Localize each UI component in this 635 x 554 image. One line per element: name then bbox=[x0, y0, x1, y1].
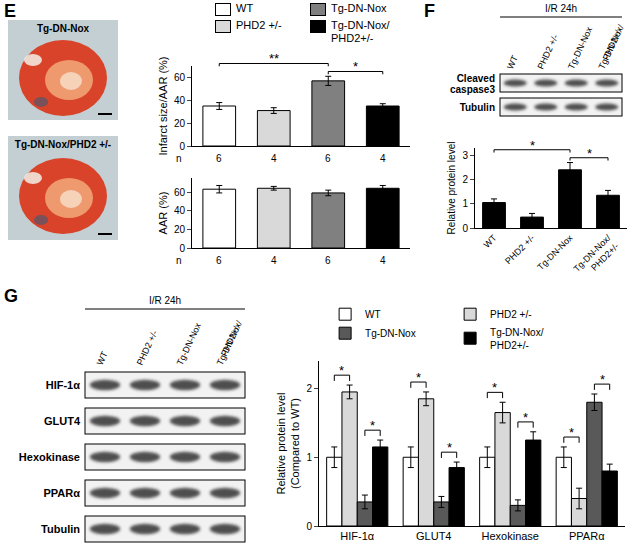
svg-text:20: 20 bbox=[174, 224, 186, 235]
svg-text:Tg-DN-Nox/PHD2+/-: Tg-DN-Nox/PHD2+/- bbox=[572, 232, 622, 282]
svg-text:WT: WT bbox=[95, 349, 110, 366]
svg-text:GLUT4: GLUT4 bbox=[44, 415, 81, 427]
svg-text:Infarct size/AAR (%): Infarct size/AAR (%) bbox=[157, 56, 169, 155]
svg-text:*: * bbox=[370, 418, 375, 433]
svg-text:20: 20 bbox=[174, 118, 186, 129]
html-text:WT: WT bbox=[236, 2, 254, 14]
svg-text:*: * bbox=[416, 370, 421, 385]
svg-text:WT: WT bbox=[505, 53, 520, 70]
svg-text:Tg-DN-Nox: Tg-DN-Nox bbox=[37, 23, 90, 34]
svg-text:60: 60 bbox=[174, 187, 186, 198]
svg-text:n: n bbox=[176, 153, 182, 164]
svg-text:0: 0 bbox=[179, 141, 185, 152]
svg-text:PPARα: PPARα bbox=[43, 487, 80, 499]
svg-text:0: 0 bbox=[306, 521, 312, 532]
svg-text:*: * bbox=[587, 146, 592, 161]
svg-text:I/R 24h: I/R 24h bbox=[545, 3, 577, 14]
svg-text:Tg-DN-Nox: Tg-DN-Nox bbox=[535, 232, 575, 272]
svg-text:Tg-DN-Nox/PHD2+/-: Tg-DN-Nox/PHD2+/- bbox=[596, 23, 626, 71]
html-text:PHD2 +/-: PHD2 +/- bbox=[236, 19, 282, 31]
svg-text:I/R 24h: I/R 24h bbox=[149, 295, 181, 306]
svg-text:1: 1 bbox=[462, 198, 468, 209]
svg-text:Tg-DN-Nox: Tg-DN-Nox bbox=[365, 328, 416, 339]
svg-text:PHD2 +/-: PHD2 +/- bbox=[535, 33, 560, 71]
svg-text:WT: WT bbox=[365, 309, 381, 320]
svg-text:2: 2 bbox=[462, 174, 468, 185]
svg-text:HIF-1α: HIF-1α bbox=[46, 379, 81, 391]
svg-text:*: * bbox=[447, 440, 452, 455]
html-text:Tg-DN-Nox: Tg-DN-Nox bbox=[331, 2, 387, 14]
svg-text:*: * bbox=[339, 363, 344, 378]
svg-text:*: * bbox=[569, 425, 574, 440]
svg-text:PPARα: PPARα bbox=[569, 530, 605, 542]
svg-text:Tg-DN-Nox: Tg-DN-Nox bbox=[175, 321, 204, 367]
svg-text:*: * bbox=[523, 410, 528, 425]
svg-text:Tg-DN-Nox: Tg-DN-Nox bbox=[566, 25, 595, 71]
svg-text:*: * bbox=[530, 138, 535, 153]
svg-text:2: 2 bbox=[306, 383, 312, 394]
svg-text:*: * bbox=[492, 380, 497, 395]
svg-text:n: n bbox=[176, 255, 182, 266]
svg-text:*: * bbox=[353, 59, 358, 74]
svg-text:HIF-1α: HIF-1α bbox=[340, 530, 375, 542]
svg-text:6: 6 bbox=[216, 153, 222, 164]
svg-text:Tg-DN-Nox/PHD2 +/-: Tg-DN-Nox/PHD2 +/- bbox=[15, 139, 111, 150]
svg-text:0: 0 bbox=[179, 243, 185, 254]
svg-text:4: 4 bbox=[271, 255, 277, 266]
svg-text:Cleavedcaspase3: Cleavedcaspase3 bbox=[450, 73, 495, 95]
svg-text:Relative protein level: Relative protein level bbox=[446, 142, 457, 235]
svg-text:E: E bbox=[4, 1, 16, 21]
svg-text:PHD2 +/-: PHD2 +/- bbox=[503, 233, 536, 266]
svg-text:40: 40 bbox=[174, 205, 186, 216]
svg-text:Tg-DN-Nox/PHD2+/-: Tg-DN-Nox/PHD2+/- bbox=[490, 327, 544, 351]
svg-text:Hexokinase: Hexokinase bbox=[19, 451, 80, 463]
svg-text:Tubulin: Tubulin bbox=[41, 523, 80, 535]
svg-text:40: 40 bbox=[174, 95, 186, 106]
svg-text:G: G bbox=[4, 286, 18, 306]
svg-text:6: 6 bbox=[216, 255, 222, 266]
svg-text:**: ** bbox=[269, 51, 279, 66]
svg-text:Tubulin: Tubulin bbox=[460, 102, 495, 113]
svg-text:4: 4 bbox=[380, 153, 386, 164]
svg-text:Relative protein level(Compare: Relative protein level(Compared to WT) bbox=[275, 392, 301, 494]
svg-text:3: 3 bbox=[462, 150, 468, 161]
svg-text:PHD2 +/-: PHD2 +/- bbox=[135, 329, 160, 367]
svg-text:*: * bbox=[600, 372, 605, 387]
svg-text:6: 6 bbox=[325, 255, 331, 266]
svg-text:4: 4 bbox=[380, 255, 386, 266]
svg-text:0: 0 bbox=[462, 223, 468, 234]
svg-text:F: F bbox=[424, 1, 435, 21]
svg-text:1: 1 bbox=[306, 452, 312, 463]
svg-text:Tg-DN-Nox/PHD2+/-: Tg-DN-Nox/PHD2+/- bbox=[215, 319, 245, 367]
html-text:Tg-DN-Nox/ PHD2+/-: Tg-DN-Nox/ PHD2+/- bbox=[331, 19, 390, 44]
svg-text:PHD2 +/-: PHD2 +/- bbox=[490, 309, 531, 320]
svg-text:60: 60 bbox=[174, 72, 186, 83]
svg-text:6: 6 bbox=[325, 153, 331, 164]
svg-text:GLUT4: GLUT4 bbox=[416, 530, 451, 542]
svg-text:Hexokinase: Hexokinase bbox=[482, 530, 539, 542]
svg-text:4: 4 bbox=[271, 153, 277, 164]
svg-text:WT: WT bbox=[482, 232, 499, 249]
svg-text:AAR (%): AAR (%) bbox=[157, 192, 169, 235]
